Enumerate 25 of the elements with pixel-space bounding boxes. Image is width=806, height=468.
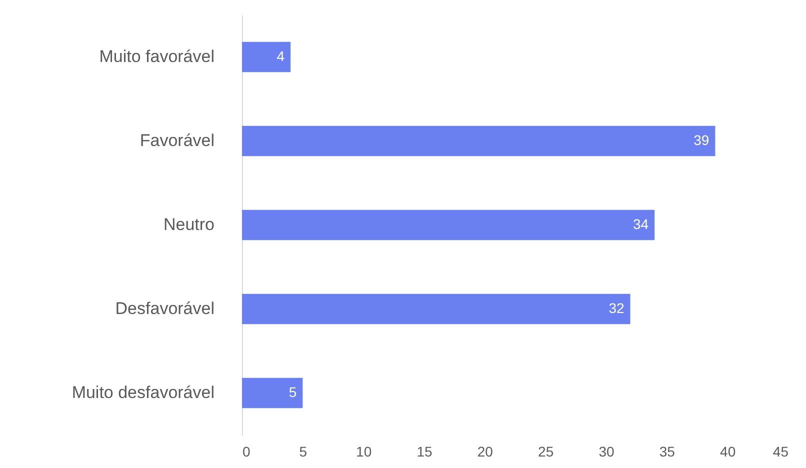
x-tick-label: 45 <box>772 444 789 460</box>
x-tick-label: 35 <box>659 444 676 460</box>
data-label: 4 <box>276 48 285 64</box>
x-tick-label: 0 <box>242 444 250 460</box>
x-tick-label: 30 <box>598 444 614 460</box>
bar <box>242 42 291 72</box>
x-tick-label: 10 <box>356 444 372 460</box>
data-label: 5 <box>288 384 297 400</box>
bar <box>242 126 716 156</box>
y-tick-label: Muito favorável <box>99 47 214 66</box>
y-tick-label: Desfavorável <box>115 299 214 318</box>
y-tick-label: Muito desfavorável <box>72 383 214 402</box>
bar <box>242 294 630 324</box>
y-tick-label: Favorável <box>140 131 214 150</box>
bar <box>242 378 303 408</box>
data-label: 39 <box>694 132 710 148</box>
x-tick-label: 40 <box>720 444 736 460</box>
x-tick-label: 25 <box>538 444 554 460</box>
x-tick-label: 15 <box>416 444 432 460</box>
data-label: 34 <box>632 216 649 232</box>
y-tick-label: Neutro <box>163 215 214 234</box>
x-tick-label: 20 <box>477 444 494 460</box>
bar <box>242 210 655 240</box>
x-tick-label: 5 <box>299 444 308 460</box>
data-label: 32 <box>608 300 624 316</box>
